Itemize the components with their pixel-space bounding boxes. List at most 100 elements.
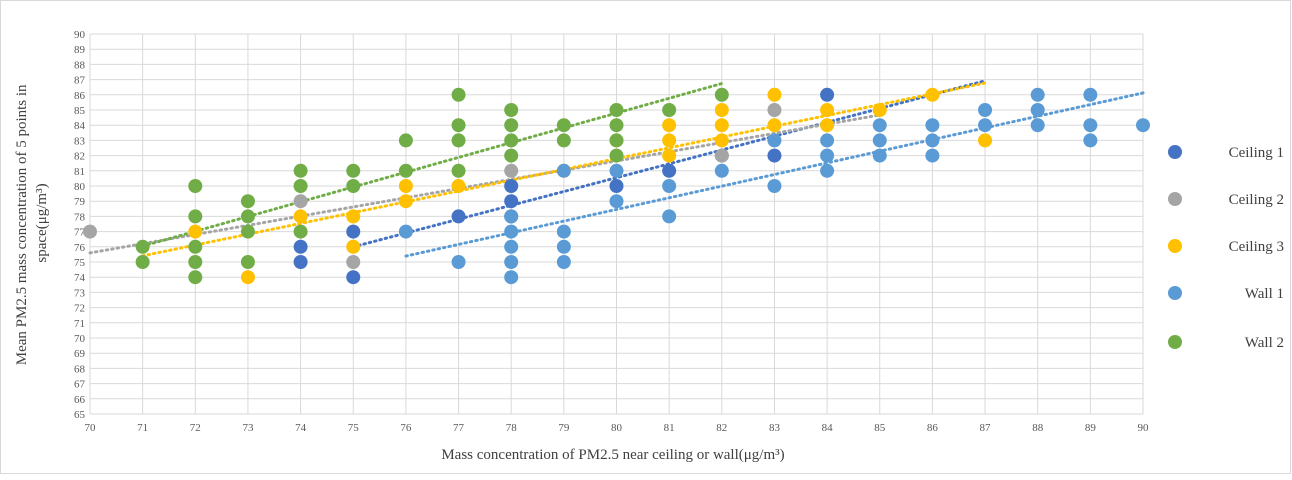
y-tick-label: 83 xyxy=(74,135,86,147)
data-point xyxy=(1136,118,1150,133)
y-tick-label: 86 xyxy=(74,90,86,102)
data-point xyxy=(504,148,519,163)
data-point xyxy=(609,194,624,209)
data-point xyxy=(872,148,887,163)
data-point xyxy=(925,133,940,148)
data-point xyxy=(293,163,308,178)
data-point xyxy=(767,133,782,148)
data-point xyxy=(820,133,835,148)
y-tick-label: 85 xyxy=(74,105,86,117)
data-point xyxy=(398,194,413,209)
legend-marker xyxy=(1168,192,1182,206)
data-point xyxy=(872,118,887,133)
x-tick-label: 86 xyxy=(927,422,939,434)
data-point xyxy=(872,133,887,148)
data-point xyxy=(293,224,308,239)
trendline xyxy=(141,82,724,248)
data-point xyxy=(609,118,624,133)
x-axis-title: Mass concentration of PM2.5 near ceiling… xyxy=(441,447,784,463)
data-point xyxy=(188,209,203,224)
data-point xyxy=(662,163,677,178)
y-tick-label: 65 xyxy=(74,409,86,421)
y-tick-label: 75 xyxy=(74,257,86,269)
data-point xyxy=(346,179,361,193)
y-tick-label: 88 xyxy=(74,59,86,71)
y-tick-label: 81 xyxy=(74,166,85,178)
data-point xyxy=(1030,103,1045,117)
y-tick-label: 79 xyxy=(74,196,86,208)
data-point xyxy=(504,179,519,193)
x-tick-label: 80 xyxy=(611,422,623,434)
data-point xyxy=(504,209,519,224)
data-point xyxy=(556,255,571,269)
data-point xyxy=(398,179,413,193)
data-point xyxy=(240,224,255,239)
data-point xyxy=(662,179,677,193)
data-point xyxy=(767,179,782,193)
data-point xyxy=(451,163,466,178)
x-tick-label: 76 xyxy=(400,422,412,434)
y-tick-label: 72 xyxy=(74,303,85,315)
data-point xyxy=(293,209,308,224)
data-point xyxy=(504,118,519,133)
x-tick-label: 81 xyxy=(664,422,675,434)
data-point xyxy=(1030,87,1045,102)
trendline xyxy=(88,113,882,255)
data-point xyxy=(820,163,835,178)
data-point xyxy=(346,239,361,254)
legend: Ceiling 1 Ceiling 2 Ceiling 3 Wall 1 Wall 2 xyxy=(1168,145,1284,351)
data-point xyxy=(346,270,361,285)
data-point xyxy=(451,209,466,224)
data-point xyxy=(556,239,571,254)
y-tick-label: 70 xyxy=(74,333,86,345)
y-tick-label: 87 xyxy=(74,75,86,87)
y-tick-label: 76 xyxy=(74,242,86,254)
data-point xyxy=(662,103,677,117)
data-point xyxy=(451,179,466,193)
data-point xyxy=(451,87,466,102)
x-tick-label: 89 xyxy=(1085,422,1097,434)
data-point xyxy=(188,270,203,285)
x-tick-label: 72 xyxy=(190,422,201,434)
data-point xyxy=(504,224,519,239)
legend-label: Ceiling 2 xyxy=(1229,192,1284,208)
y-tick-label: 82 xyxy=(74,151,85,163)
data-point xyxy=(714,87,729,102)
y-axis-title-line2: space(μg/m³) xyxy=(34,183,50,262)
data-point xyxy=(188,239,203,254)
data-point xyxy=(820,118,835,133)
data-point xyxy=(872,103,887,117)
data-point xyxy=(820,87,835,102)
x-tick-label: 70 xyxy=(85,422,97,434)
y-tick-label: 77 xyxy=(74,227,86,239)
data-point xyxy=(978,118,993,133)
y-tick-label: 66 xyxy=(74,394,86,406)
data-point xyxy=(714,163,729,178)
data-point xyxy=(714,133,729,148)
data-point xyxy=(451,133,466,148)
x-tick-label: 74 xyxy=(295,422,307,434)
y-axis-title-line1: Mean PM2.5 mass concentration of 5 point… xyxy=(14,84,30,365)
data-point xyxy=(346,255,361,269)
y-tick-label: 71 xyxy=(74,318,85,330)
data-point xyxy=(188,179,203,193)
trendline xyxy=(404,91,1145,258)
legend-label: Wall 1 xyxy=(1245,286,1284,302)
data-point xyxy=(925,148,940,163)
data-point xyxy=(293,239,308,254)
data-point xyxy=(240,270,255,285)
data-point xyxy=(451,118,466,133)
y-tick-label: 74 xyxy=(74,272,86,284)
x-tick-label: 78 xyxy=(506,422,518,434)
x-tick-label: 88 xyxy=(1032,422,1044,434)
x-tick-label: 85 xyxy=(874,422,886,434)
legend-marker xyxy=(1168,335,1182,349)
data-point xyxy=(662,148,677,163)
x-tick-label: 73 xyxy=(242,422,254,434)
data-point xyxy=(504,103,519,117)
data-point xyxy=(1030,118,1045,133)
data-point xyxy=(504,133,519,148)
data-point xyxy=(609,103,624,117)
data-point xyxy=(451,255,466,269)
data-point xyxy=(767,103,782,117)
